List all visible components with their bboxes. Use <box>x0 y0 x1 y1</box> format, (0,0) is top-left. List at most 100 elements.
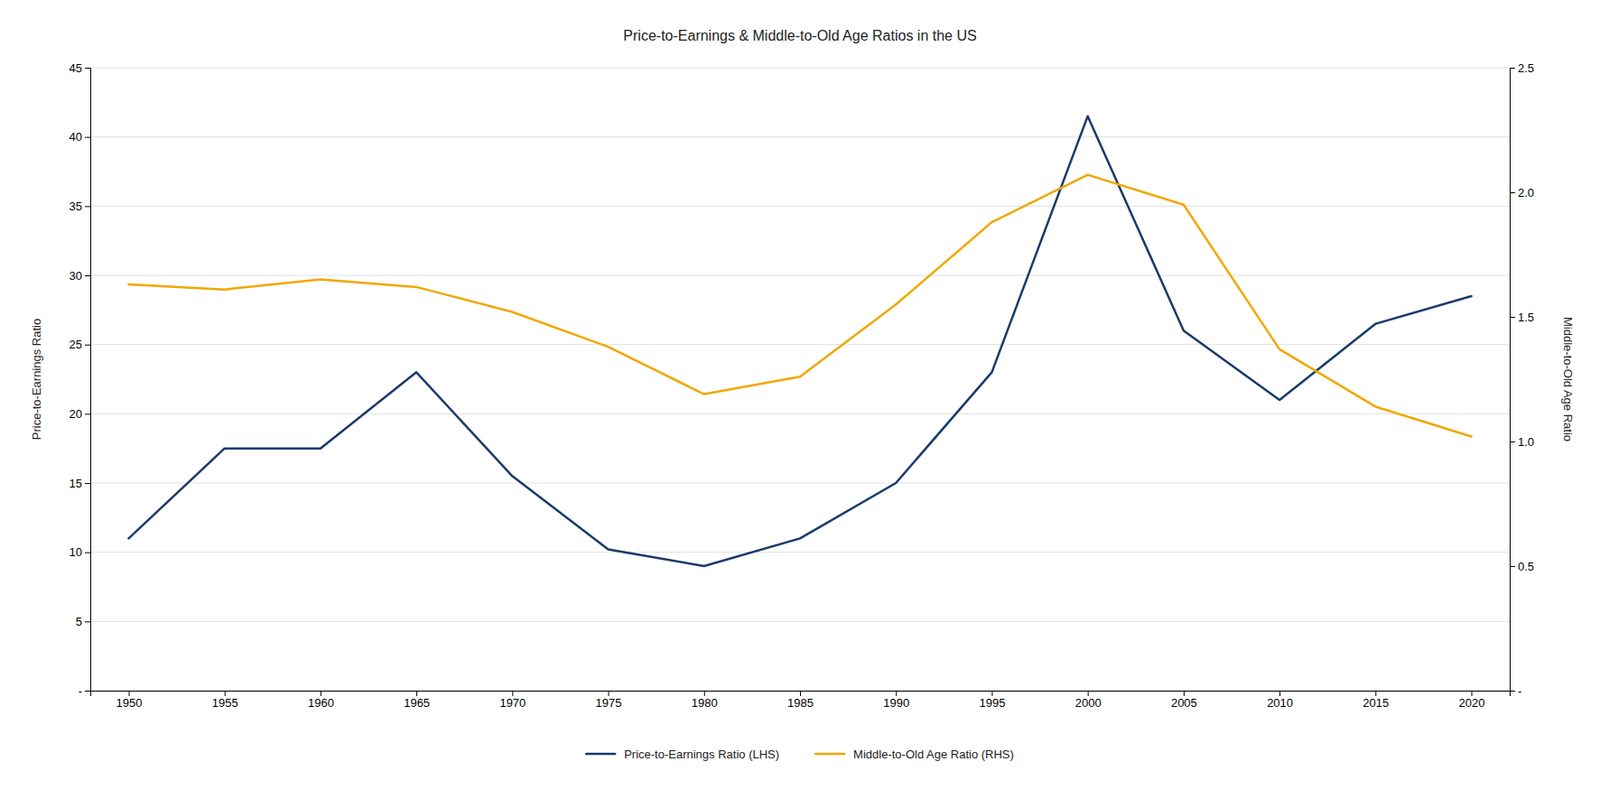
grid-line <box>90 344 1510 345</box>
tick: 25 <box>69 337 91 352</box>
tick-mark <box>84 344 91 346</box>
tick-label: 1985 <box>787 696 814 710</box>
grid-line <box>90 483 1510 484</box>
tick-mark <box>1279 690 1281 697</box>
series-line <box>128 175 1471 438</box>
tick-mark <box>704 690 706 697</box>
background <box>0 0 1600 799</box>
grid-line <box>90 205 1510 207</box>
tick-label: 1980 <box>691 696 718 710</box>
tick: 0.5 <box>1509 559 1535 574</box>
tick-label: 0.5 <box>1517 559 1535 574</box>
tick-mark <box>800 690 801 697</box>
tick-label: 2010 <box>1266 696 1294 710</box>
tick: 20 <box>69 407 91 421</box>
tick: 1.0 <box>1509 435 1535 449</box>
tick: 2005 <box>1171 690 1198 710</box>
tick-label: 25 <box>69 337 83 352</box>
tick: 2.5 <box>1509 61 1535 75</box>
tick: 40 <box>69 130 91 144</box>
tick-mark <box>1509 67 1516 69</box>
tick-mark <box>1509 690 1516 692</box>
tick-mark <box>1088 690 1089 697</box>
series-group <box>128 116 1471 567</box>
tick-mark <box>84 413 91 415</box>
tick-label: 1960 <box>307 696 335 710</box>
tick-label: 1975 <box>595 696 623 710</box>
tick-mark <box>128 690 130 697</box>
tick-label: 2.0 <box>1517 186 1535 200</box>
tick-mark <box>608 690 610 697</box>
axis-line <box>84 68 92 692</box>
series-line <box>128 116 1471 567</box>
axis-line <box>91 691 1511 698</box>
tick-mark <box>224 690 226 697</box>
tick-label: - <box>78 684 83 698</box>
axis-line <box>1510 68 1517 692</box>
legend-swatch <box>586 753 615 756</box>
y2-axis-title: Middle-to-Old Age Ratio <box>1561 316 1575 442</box>
tick-label: 1.0 <box>1517 435 1535 449</box>
tick: 1950 <box>116 690 143 710</box>
grid-line <box>90 413 1510 415</box>
tick-mark <box>1509 192 1516 194</box>
tick-label: 2.5 <box>1517 61 1535 75</box>
tick-label: 5 <box>75 614 83 629</box>
tick: 1990 <box>883 690 910 710</box>
tick: 15 <box>69 476 91 491</box>
tick: 2010 <box>1266 690 1294 710</box>
legend: Price-to-Earnings Ratio (LHS)Middle-to-O… <box>586 747 1014 762</box>
y-axis-title: Price-to-Earnings Ratio <box>29 318 44 440</box>
tick: 5 <box>75 614 91 629</box>
tick: 10 <box>69 545 91 559</box>
tick-label: 15 <box>69 476 83 491</box>
y-axis: - 5 10 15 20 25 30 35 40 45 <box>69 61 92 698</box>
tick-mark <box>84 621 91 623</box>
tick-mark <box>416 690 418 697</box>
tick-label: 2005 <box>1171 696 1198 710</box>
tick: - <box>1509 684 1522 698</box>
tick-label: 40 <box>69 130 83 144</box>
tick-label: 35 <box>69 199 83 214</box>
tick-label: 1990 <box>883 696 910 710</box>
tick: 1970 <box>499 690 526 710</box>
x-axis: 1950 1955 1960 1965 1970 1975 1980 1985 1990 1995… <box>91 690 1511 710</box>
tick-mark <box>84 275 91 277</box>
tick-label: 30 <box>69 269 83 283</box>
grid-line <box>90 67 1510 69</box>
plot: 1950 1955 1960 1965 1970 1975 1980 1985 1990 1995… <box>69 61 1535 711</box>
tick: 1965 <box>403 690 430 710</box>
y2-axis: - 0.5 1.0 1.5 2.0 2.5 <box>1509 61 1535 698</box>
tick-mark <box>511 690 513 697</box>
tick-label: 1955 <box>212 696 239 710</box>
tick-label: 1995 <box>978 696 1005 710</box>
tick-label: 2015 <box>1362 696 1389 710</box>
tick-mark <box>1509 316 1516 318</box>
tick-label: 1950 <box>116 696 143 710</box>
tick-label: - <box>1517 684 1522 698</box>
grid-line <box>90 136 1510 138</box>
tick: 1980 <box>691 690 718 710</box>
tick-label: 1.5 <box>1517 310 1535 325</box>
tick: 1995 <box>978 690 1005 710</box>
legend-label: Middle-to-Old Age Ratio (RHS) <box>853 747 1014 762</box>
grid-line <box>90 275 1510 277</box>
tick-mark <box>895 690 897 697</box>
tick: 45 <box>69 61 91 75</box>
legend-item: Middle-to-Old Age Ratio (RHS) <box>815 747 1014 762</box>
tick: 2015 <box>1362 690 1389 710</box>
tick-label: 10 <box>69 545 83 559</box>
tick: - <box>78 684 91 698</box>
tick-mark <box>84 483 91 484</box>
tick-mark <box>1375 690 1377 697</box>
grid-line <box>90 551 1510 553</box>
tick-mark <box>1183 690 1185 697</box>
tick-label: 20 <box>69 407 83 421</box>
tick-mark <box>1509 566 1516 568</box>
tick-label: 1970 <box>499 696 526 710</box>
tick-mark <box>320 690 322 697</box>
tick-mark <box>1471 690 1473 697</box>
title: Price-to-Earnings & Middle-to-Old Age Ra… <box>623 27 977 44</box>
tick-mark <box>84 67 91 69</box>
grid <box>90 67 1510 691</box>
